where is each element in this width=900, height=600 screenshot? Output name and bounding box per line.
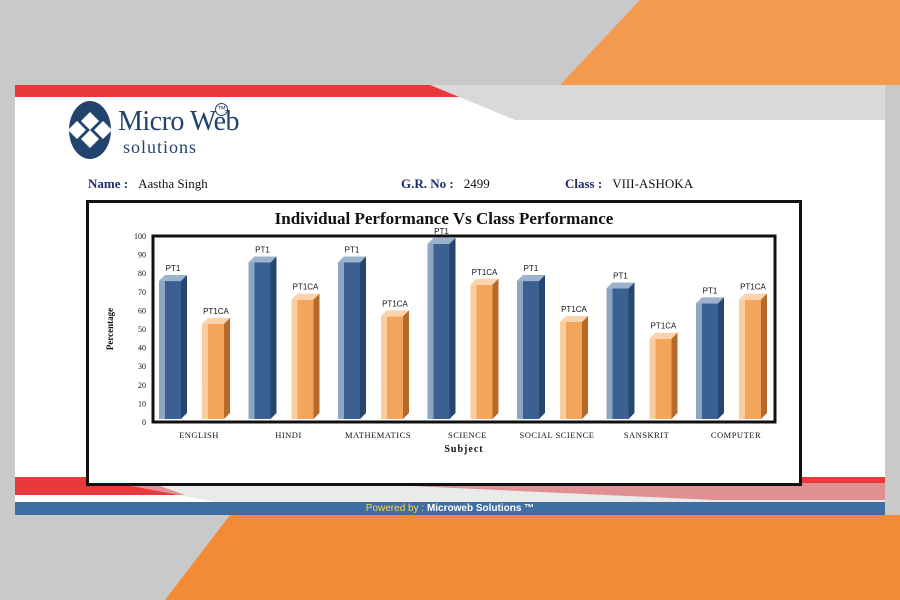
bar-top [338,256,366,263]
bar-top [248,256,277,263]
y-tick-label: 10 [138,399,146,408]
bar-highlight [427,237,434,419]
bar-highlight [380,310,387,419]
bar-series-label: PT1 [703,286,718,295]
bar-highlight [559,315,566,419]
bar-highlight [470,278,477,419]
bar-top [202,317,230,324]
bar-top [470,278,499,285]
x-tick-label: SANSKRIT [624,430,670,440]
bar-series-label: PT1 [255,245,270,254]
bar-top [159,275,187,282]
bar-side [313,293,320,419]
x-tick-label: SOCIAL SCIENCE [520,430,595,440]
bar-side [449,237,456,419]
bar-series-label: PT1CA [472,268,498,277]
class-label: Class : [565,176,603,191]
student-name: Aastha Singh [138,176,208,191]
y-tick-label: 0 [142,418,146,427]
bar-series-label: PT1CA [651,322,677,331]
bar-top [649,332,678,339]
y-tick-label: 70 [138,288,146,297]
bar-highlight [695,297,702,419]
bar-top [739,293,767,300]
bar-side [539,275,545,419]
bar-side [761,293,767,419]
report-card: Micro Web ™ solutions Name : Aastha Singh… [15,85,885,515]
bar-highlight [248,256,255,419]
x-tick-label: SCIENCE [448,430,487,440]
y-tick-label: 80 [138,269,146,278]
chart-title: Individual Performance Vs Class Performa… [275,209,614,228]
name-label: Name : [88,176,129,191]
bar-series-label: PT1CA [740,283,766,292]
class-value: VIII-ASHOKA [612,176,694,191]
y-tick-label: 90 [138,251,146,260]
bar-top [696,297,724,304]
x-tick-label: HINDI [275,430,302,440]
company-logo: Micro Web ™ solutions [69,99,240,161]
bar-series-label: PT1 [524,264,539,273]
bar-top [517,275,545,282]
y-tick-label: 20 [138,381,146,390]
bar-side [270,256,277,419]
bar-side [718,297,724,419]
footer-bar: Powered by : Microweb Solutions ™ [15,502,885,515]
bar-top [291,293,320,300]
bar-highlight [738,293,745,419]
chart-canvas: Individual Performance Vs Class Performa… [105,209,777,455]
bar-series-label: PT1CA [561,305,587,314]
bar-highlight [516,275,523,419]
bar-highlight [337,256,344,419]
bar-series-label: PT1CA [293,283,319,292]
logo-subtitle: solutions [123,137,198,157]
bar-top [381,310,409,317]
bar-series-label: PT1 [166,264,181,273]
y-tick-label: 50 [138,325,146,334]
y-tick-label: 60 [138,306,146,315]
bar-side [224,317,230,419]
bar-side [403,310,409,419]
bar-side [492,278,499,419]
bar-highlight [606,282,613,419]
trademark-badge: ™ [215,103,228,116]
bar-side [360,256,366,419]
y-tick-label: 30 [138,362,146,371]
plot-area-border [151,234,777,424]
y-axis-label: Percentage [105,308,115,350]
x-tick-label: COMPUTER [711,430,761,440]
bar-side [628,282,635,419]
gr-label: G.R. No : [401,176,454,191]
bar-highlight [201,317,208,419]
bar-highlight [158,275,165,419]
bar-series-label: PT1 [613,272,628,281]
footer-brand: Microweb Solutions ™ [426,503,535,514]
bar-highlight [291,293,298,419]
bar-series-label: PT1CA [382,299,408,308]
bar-side [671,332,678,419]
bar-side [582,315,588,419]
x-tick-label: ENGLISH [179,430,219,440]
footer-prefix: Powered by : [365,503,425,514]
bar-top [427,237,456,244]
y-tick-label: 100 [134,232,146,241]
x-tick-label: MATHEMATICS [345,430,411,440]
bar-series-label: PT1 [434,227,449,236]
x-axis-label: Subject [444,444,483,455]
bar-series-label: PT1 [345,245,360,254]
y-tick-label: 40 [138,344,146,353]
logo-diamond-icon [69,101,111,159]
gr-number: 2499 [463,176,490,191]
bar-top [606,282,635,289]
student-name-field: Name : Aastha Singh [88,176,208,192]
gr-number-field: G.R. No : 2499 [401,176,490,192]
bar-top [560,315,588,322]
bar-highlight [649,332,656,419]
bar-side [181,275,187,419]
class-field: Class : VIII-ASHOKA [565,176,693,192]
bar-series-label: PT1CA [203,307,229,316]
performance-chart: Individual Performance Vs Class Performa… [86,200,802,486]
